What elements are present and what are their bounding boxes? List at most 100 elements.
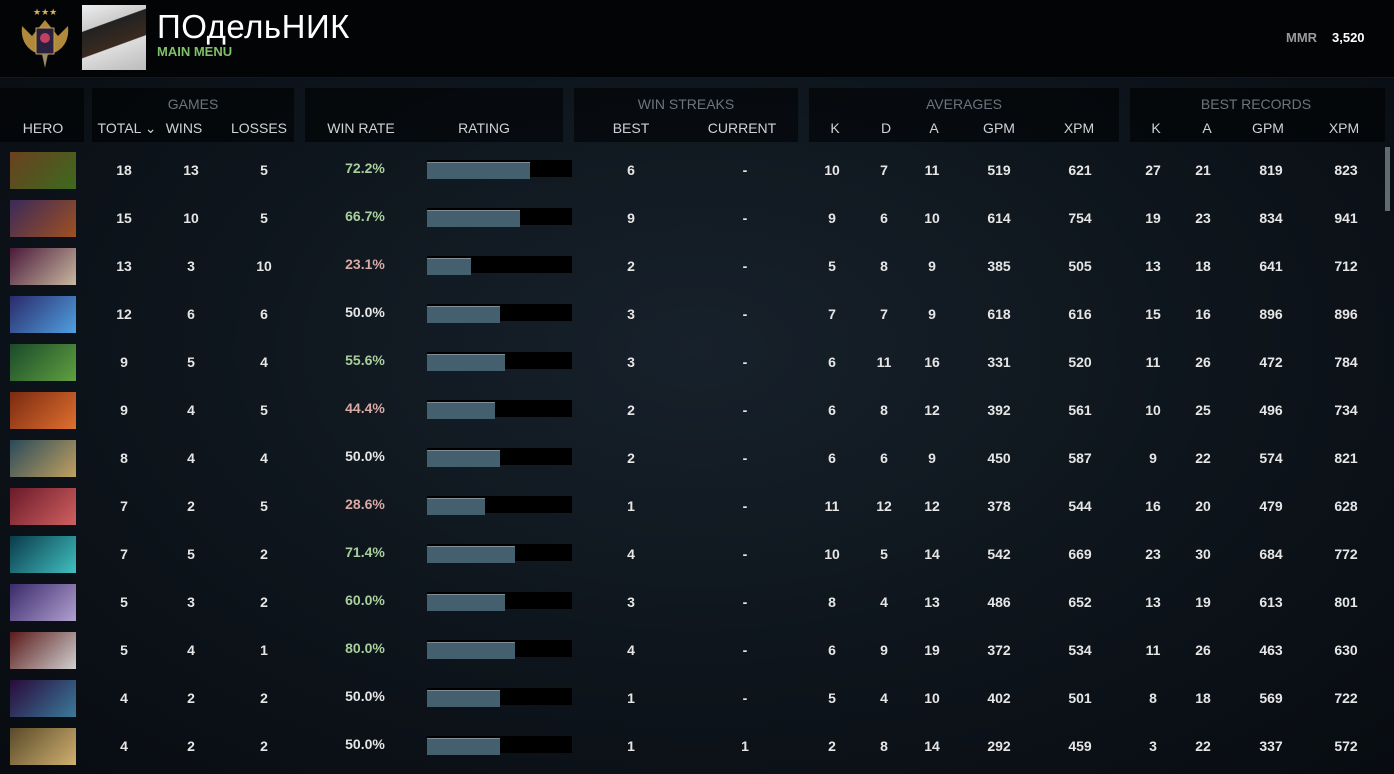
hero-portrait[interactable]	[10, 440, 76, 477]
hero-portrait[interactable]	[10, 536, 76, 573]
cell-xpm: 561	[1068, 402, 1092, 418]
col-total[interactable]: TOTAL ⌄	[97, 120, 157, 136]
cell-a: 16	[924, 354, 940, 370]
col-rating[interactable]: RATING	[458, 120, 510, 136]
cell-d: 9	[880, 642, 888, 658]
cell-wins: 4	[187, 642, 195, 658]
cell-bgpm: 569	[1259, 690, 1283, 706]
cell-bgpm: 337	[1259, 738, 1283, 754]
hero-portrait[interactable]	[10, 680, 76, 717]
rating-bar-fill	[427, 738, 500, 755]
cell-win-rate: 60.0%	[345, 592, 385, 608]
group-win-streaks: WIN STREAKS	[637, 96, 735, 112]
cell-best: 6	[627, 162, 635, 178]
cell-total: 4	[120, 738, 128, 754]
col-hero[interactable]: HERO	[22, 120, 64, 136]
cell-a: 9	[928, 306, 936, 322]
cell-best: 2	[627, 258, 635, 274]
col-avg-d[interactable]: D	[880, 120, 892, 136]
cell-best: 4	[627, 546, 635, 562]
rating-bar-fill	[427, 498, 485, 515]
rating-bar-fill	[427, 690, 500, 707]
hero-portrait[interactable]	[10, 488, 76, 525]
hero-portrait[interactable]	[10, 200, 76, 237]
cell-win-rate: 28.6%	[345, 496, 385, 512]
cell-xpm: 505	[1068, 258, 1092, 274]
rating-bar-fill	[427, 162, 530, 179]
cell-win-rate: 50.0%	[345, 448, 385, 464]
cell-total: 9	[120, 354, 128, 370]
cell-bgpm: 472	[1259, 354, 1283, 370]
cell-current: -	[742, 306, 748, 322]
cell-bxpm: 784	[1334, 354, 1358, 370]
cell-best: 4	[627, 642, 635, 658]
cell-d: 4	[880, 690, 888, 706]
hero-portrait[interactable]	[10, 392, 76, 429]
hero-portrait[interactable]	[10, 344, 76, 381]
cell-bxpm: 722	[1334, 690, 1358, 706]
cell-a: 14	[924, 738, 940, 754]
cell-d: 4	[880, 594, 888, 610]
cell-k: 5	[828, 690, 836, 706]
cell-bxpm: 712	[1334, 258, 1358, 274]
hero-portrait[interactable]	[10, 296, 76, 333]
cell-ba: 20	[1195, 498, 1211, 514]
cell-xpm: 534	[1068, 642, 1092, 658]
hero-portrait[interactable]	[10, 248, 76, 285]
cell-k: 10	[824, 546, 840, 562]
scrollbar[interactable]	[1385, 147, 1390, 211]
cell-current: -	[742, 354, 748, 370]
col-avg-k[interactable]: K	[830, 120, 840, 136]
col-best-streak[interactable]: BEST	[612, 120, 650, 136]
cell-best: 9	[627, 210, 635, 226]
cell-bxpm: 628	[1334, 498, 1358, 514]
col-current-streak[interactable]: CURRENT	[707, 120, 777, 136]
hero-portrait[interactable]	[10, 584, 76, 621]
avatar[interactable]	[82, 5, 146, 70]
cell-bgpm: 463	[1259, 642, 1283, 658]
col-wins[interactable]: WINS	[165, 120, 203, 136]
col-avg-xpm[interactable]: XPM	[1063, 120, 1095, 136]
cell-wins: 6	[187, 306, 195, 322]
cell-xpm: 621	[1068, 162, 1092, 178]
cell-a: 9	[928, 258, 936, 274]
cell-win-rate: 72.2%	[345, 160, 385, 176]
cell-wins: 5	[187, 354, 195, 370]
hero-portrait[interactable]	[10, 728, 76, 765]
cell-bk: 13	[1145, 594, 1161, 610]
hero-portrait[interactable]	[10, 632, 76, 669]
cell-bgpm: 819	[1259, 162, 1283, 178]
col-best-k[interactable]: K	[1151, 120, 1161, 136]
cell-ba: 26	[1195, 642, 1211, 658]
cell-k: 7	[828, 306, 836, 322]
cell-bxpm: 734	[1334, 402, 1358, 418]
cell-wins: 10	[183, 210, 199, 226]
cell-wins: 5	[187, 546, 195, 562]
col-win-rate[interactable]: WIN RATE	[327, 120, 395, 136]
col-avg-a[interactable]: A	[929, 120, 939, 136]
cell-losses: 1	[260, 642, 268, 658]
cell-current: -	[742, 594, 748, 610]
group-best-records: BEST RECORDS	[1200, 96, 1312, 112]
cell-bxpm: 630	[1334, 642, 1358, 658]
cell-xpm: 501	[1068, 690, 1092, 706]
cell-k: 11	[824, 498, 840, 514]
cell-ba: 22	[1195, 738, 1211, 754]
main-menu-link[interactable]: MAIN MENU	[157, 44, 233, 59]
cell-current: -	[742, 690, 748, 706]
col-best-gpm[interactable]: GPM	[1252, 120, 1284, 136]
col-avg-gpm[interactable]: GPM	[983, 120, 1015, 136]
cell-k: 8	[828, 594, 836, 610]
cell-d: 6	[880, 450, 888, 466]
hero-portrait[interactable]	[10, 152, 76, 189]
cell-total: 13	[116, 258, 132, 274]
col-best-a[interactable]: A	[1202, 120, 1212, 136]
cell-k: 6	[828, 642, 836, 658]
cell-ba: 26	[1195, 354, 1211, 370]
mmr-label: MMR	[1286, 30, 1318, 45]
col-best-xpm[interactable]: XPM	[1328, 120, 1360, 136]
cell-wins: 2	[187, 498, 195, 514]
cell-losses: 5	[260, 402, 268, 418]
cell-xpm: 459	[1068, 738, 1092, 754]
col-losses[interactable]: LOSSES	[230, 120, 288, 136]
